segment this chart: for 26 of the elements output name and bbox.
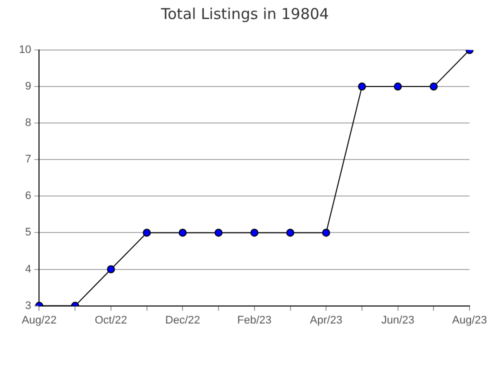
x-tick-label: Jun/23 [381,314,414,326]
x-tick-label: Apr/23 [310,314,342,326]
point [178,228,187,237]
point [250,228,258,237]
point [142,228,151,237]
x-tick-label: Feb/23 [237,314,272,326]
y-tick-label: 3 [25,300,32,312]
y-tick-label: 6 [25,190,32,202]
y-tick-label: 10 [18,44,32,56]
y-tick-label: 4 [25,263,32,276]
point [394,82,402,91]
y-tick-label: 5 [25,226,32,239]
x-tick-label: Oct/22 [94,314,128,326]
x-tick-label: Dec/22 [165,314,200,326]
point [214,228,223,237]
y-tick-label: 7 [25,154,32,166]
point [322,228,330,237]
y-tick-label: 9 [25,80,32,93]
x-tick-label: Aug/22 [22,314,57,326]
y-tick-label: 8 [25,117,32,130]
point [430,82,438,91]
point [106,265,115,274]
point [358,82,366,91]
chart-title: Total Listings in 19804 [160,5,330,23]
x-tick-label: Aug/23 [452,314,488,326]
point [286,228,294,237]
